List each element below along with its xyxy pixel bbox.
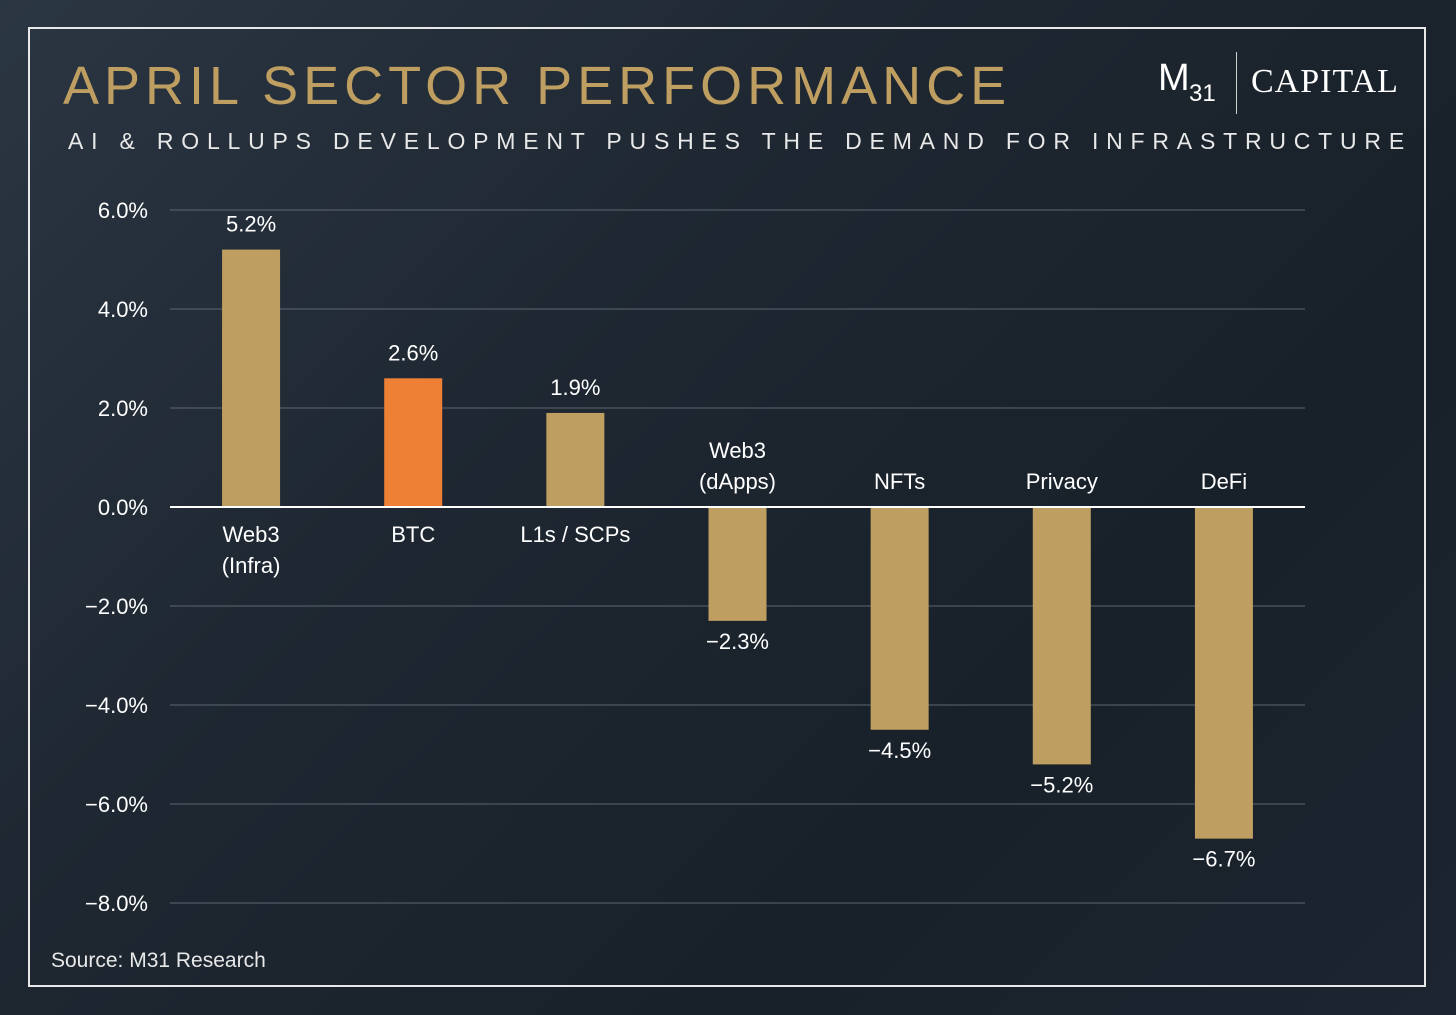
bar bbox=[222, 249, 281, 507]
data-label: −4.5% bbox=[868, 738, 931, 763]
category-label: Web3 bbox=[223, 522, 280, 547]
category-label: NFTs bbox=[874, 469, 925, 494]
data-label: 2.6% bbox=[388, 340, 438, 365]
logo-divider bbox=[1236, 52, 1237, 114]
frame-border bbox=[28, 27, 1426, 987]
category-label: Web3 bbox=[709, 438, 766, 463]
y-tick-label: 4.0% bbox=[98, 297, 148, 322]
category-label: Privacy bbox=[1026, 469, 1098, 494]
bar bbox=[708, 507, 767, 621]
bar bbox=[384, 378, 443, 507]
category-label: DeFi bbox=[1201, 469, 1247, 494]
chart-subtitle: AI & ROLLUPS DEVELOPMENT PUSHES THE DEMA… bbox=[68, 128, 1412, 154]
logo-subscript: 31 bbox=[1189, 80, 1216, 107]
bar bbox=[870, 507, 929, 730]
data-label: 5.2% bbox=[226, 212, 276, 237]
chart-title: APRIL SECTOR PERFORMANCE bbox=[63, 56, 1012, 116]
m31-capital-logo: M 31 CAPITAL bbox=[1158, 52, 1398, 114]
source-note: Source: M31 Research bbox=[51, 949, 266, 972]
y-tick-label: 0.0% bbox=[98, 495, 148, 520]
y-tick-label: −8.0% bbox=[85, 891, 148, 916]
bar bbox=[1032, 507, 1091, 765]
logo-mark: M bbox=[1158, 57, 1190, 99]
category-label: L1s / SCPs bbox=[520, 522, 630, 547]
y-tick-label: 2.0% bbox=[98, 396, 148, 421]
data-label: −2.3% bbox=[706, 629, 769, 654]
y-tick-label: 6.0% bbox=[98, 198, 148, 223]
data-label: 1.9% bbox=[550, 375, 600, 400]
logo-word: CAPITAL bbox=[1251, 63, 1399, 100]
bar bbox=[546, 412, 605, 507]
y-tick-label: −6.0% bbox=[85, 792, 148, 817]
y-tick-label: −4.0% bbox=[85, 693, 148, 718]
y-tick-label: −2.0% bbox=[85, 594, 148, 619]
category-label: (dApps) bbox=[699, 469, 776, 494]
category-label: BTC bbox=[391, 522, 435, 547]
data-label: −6.7% bbox=[1192, 847, 1255, 872]
category-label: (Infra) bbox=[222, 553, 281, 578]
bar bbox=[1194, 507, 1253, 839]
data-label: −5.2% bbox=[1030, 772, 1093, 797]
